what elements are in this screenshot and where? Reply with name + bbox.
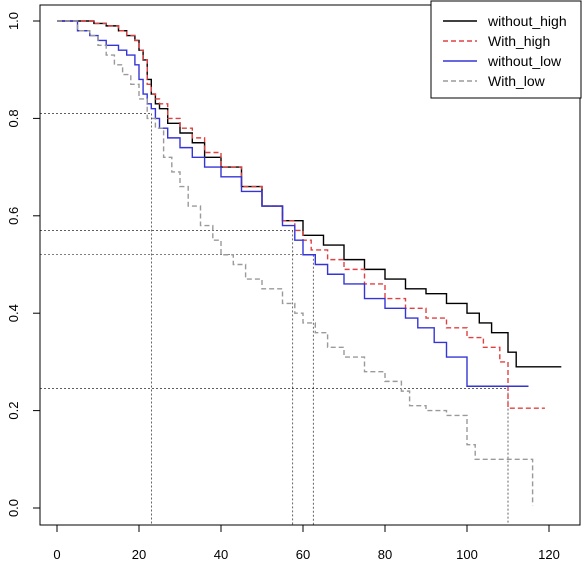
y-tick-label: 0.2 [6,402,21,420]
legend-label-without-high: without_high [487,13,567,29]
legend-label-without-low: without_low [487,53,562,69]
y-tick-label: 0.8 [6,109,21,127]
legend: without_high With_high without_low With_low [430,0,582,99]
x-tick-label: 20 [132,547,146,562]
y-tick-label: 1.0 [6,12,21,30]
y-tick-label: 0.6 [6,207,21,225]
y-tick-label: 0.0 [6,499,21,517]
y-axis: 0.0 0.2 0.4 0.6 0.8 1.0 [6,12,40,517]
x-tick-label: 0 [53,547,60,562]
series-line-without-low [57,20,529,387]
x-tick-label: 80 [378,547,392,562]
legend-label-with-high: With_high [488,33,550,49]
x-tick-label: 40 [214,547,228,562]
reference-lines [40,113,509,525]
y-tick-label: 0.4 [6,304,21,322]
x-tick-label: 120 [538,547,560,562]
x-tick-label: 60 [296,547,310,562]
x-axis: 0 20 40 60 80 100 120 [53,524,560,562]
legend-label-with-low: With_low [488,73,546,89]
x-tick-label: 100 [456,547,478,562]
legend-box [430,0,582,99]
series-lines [57,20,562,506]
